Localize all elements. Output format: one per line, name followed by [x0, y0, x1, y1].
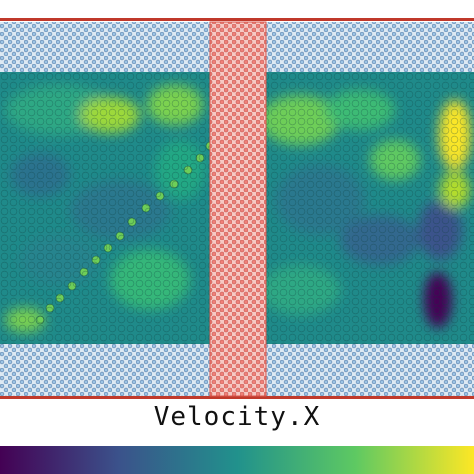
central-slab: [210, 22, 266, 396]
bottom-boundary-wall: [0, 396, 474, 399]
colorbar-label: Velocity.X: [153, 402, 321, 432]
top-boundary-wall: [0, 18, 474, 21]
colorbar-gradient: [0, 446, 474, 474]
